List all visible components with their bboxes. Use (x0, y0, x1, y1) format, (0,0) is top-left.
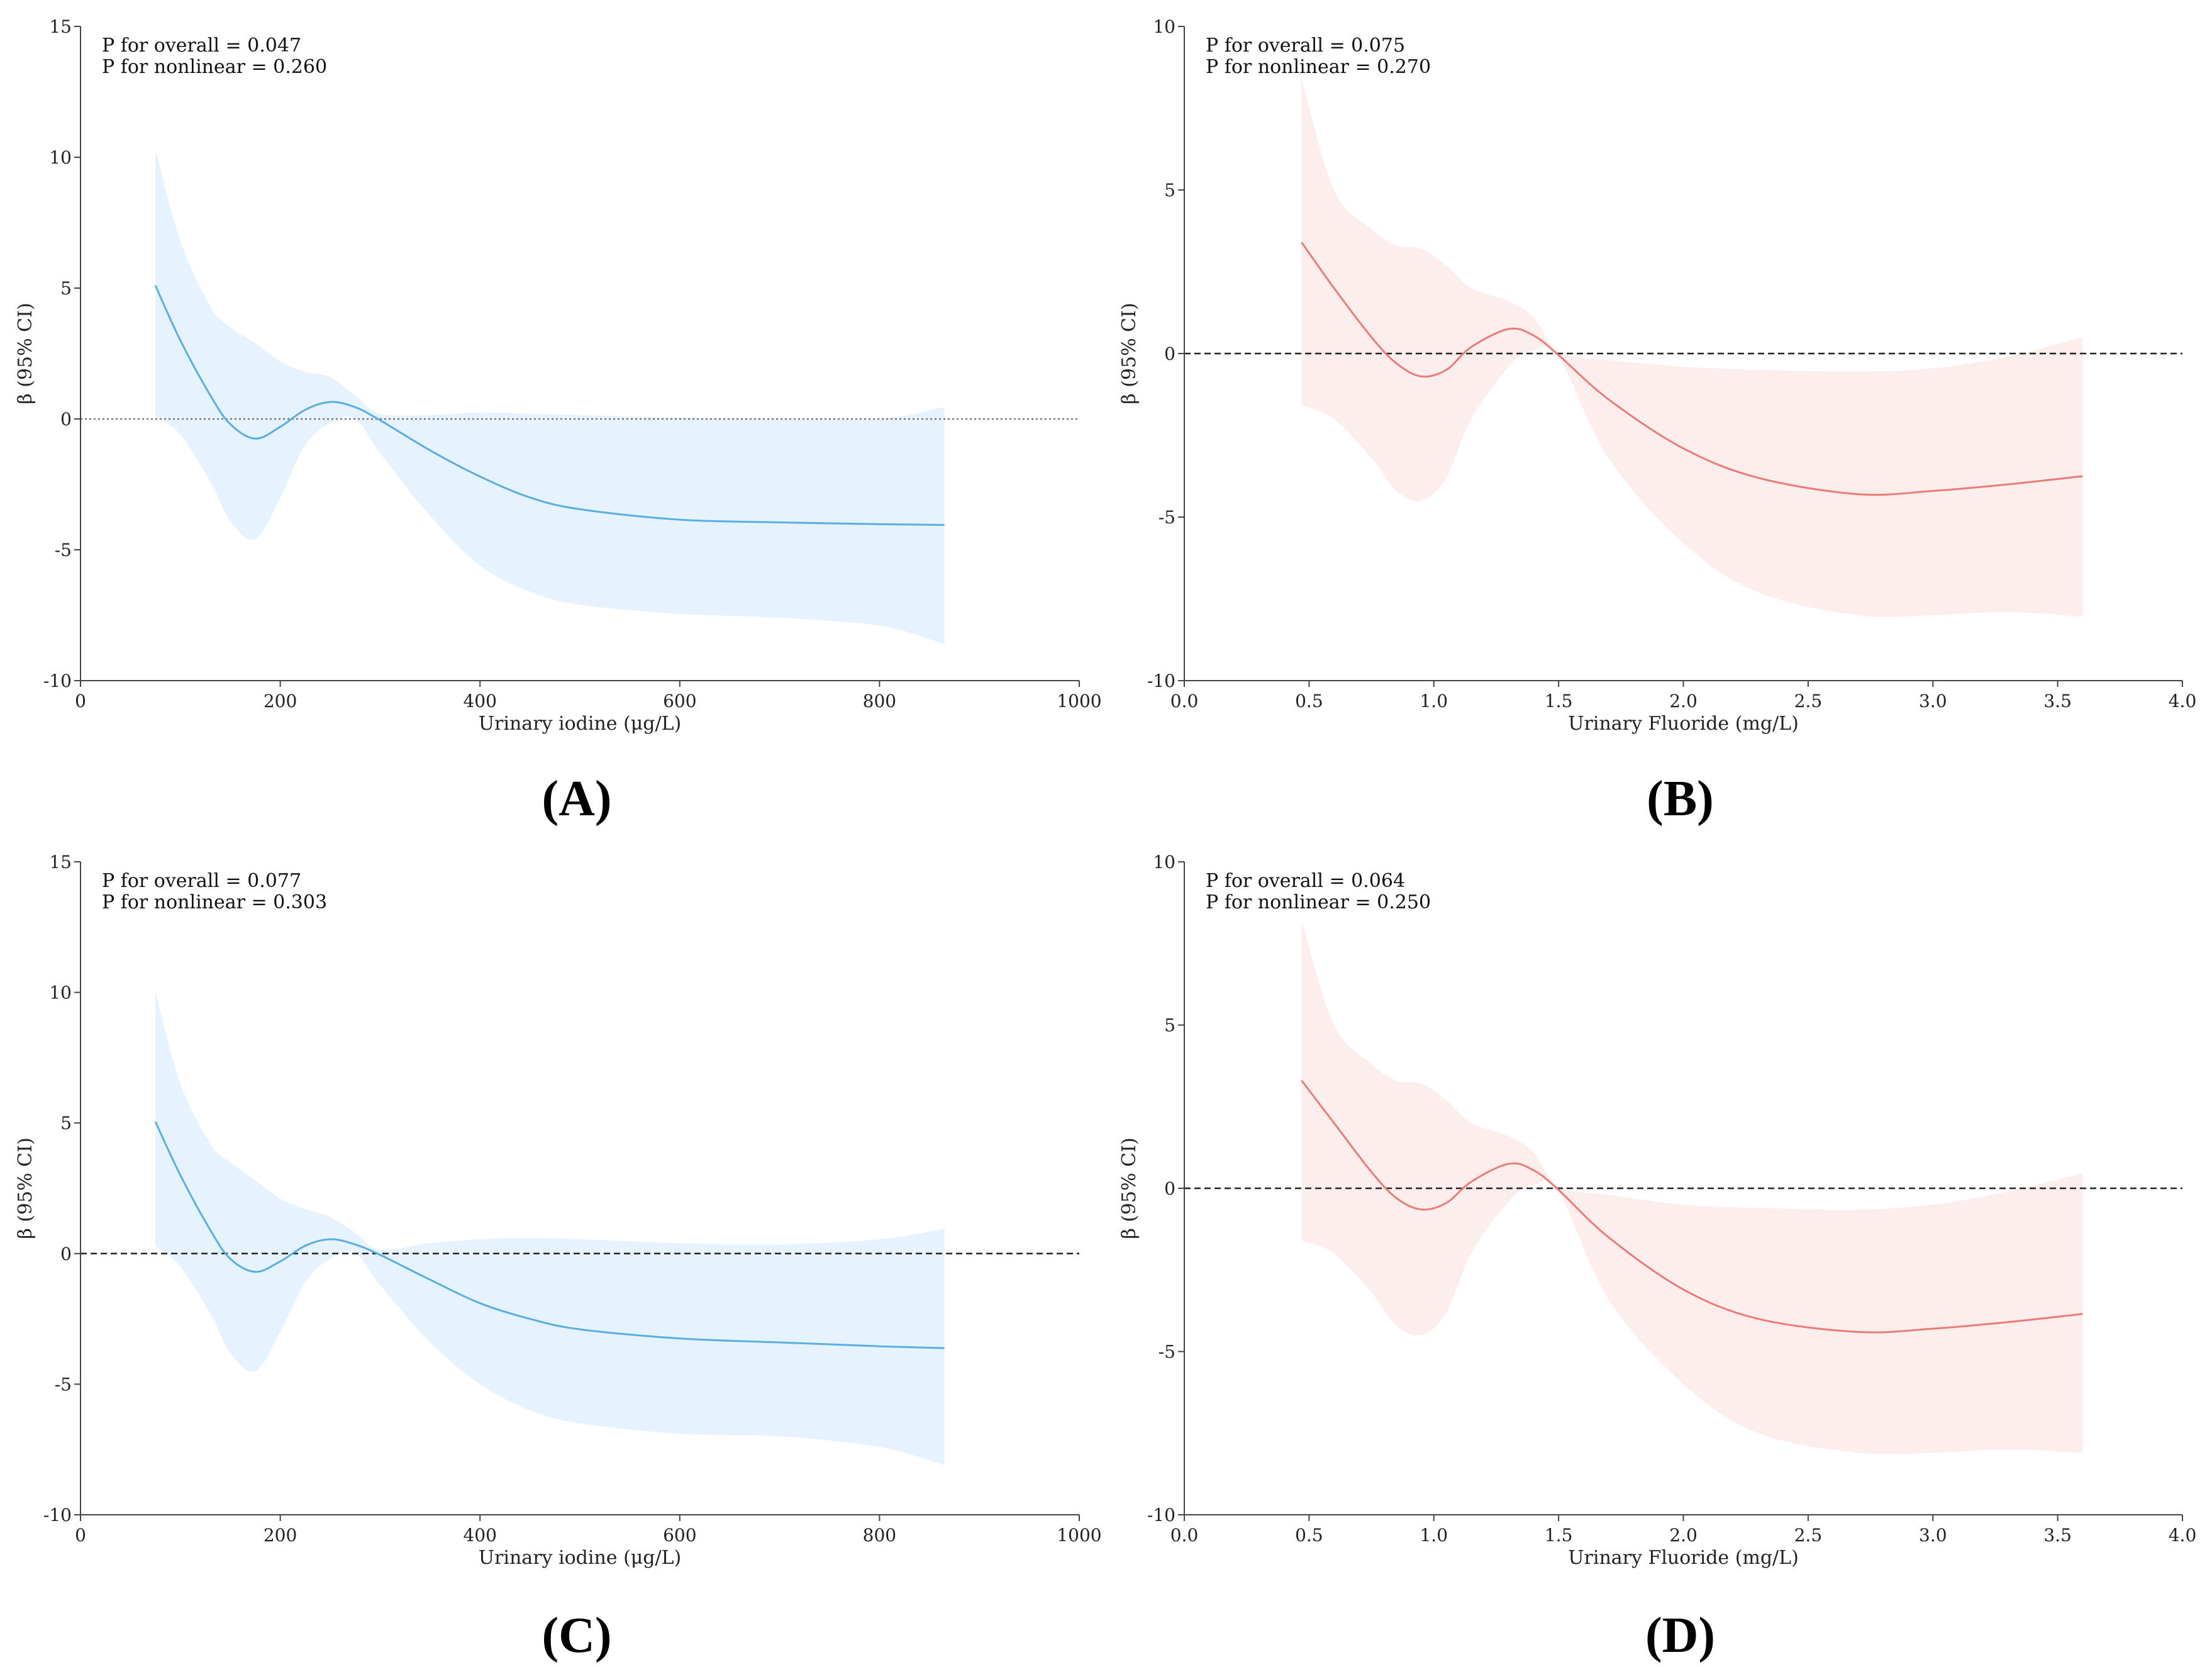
p-value-annotation: P for overall = 0.064 (1206, 870, 1405, 892)
y-tick-label: 10 (1153, 16, 1175, 37)
p-value-annotation: P for overall = 0.077 (102, 870, 301, 892)
x-tick-label: 400 (463, 1525, 496, 1546)
y-tick-label: -10 (43, 1505, 72, 1525)
y-axis-label: β (95% CI) (1118, 1137, 1140, 1239)
y-tick-label: 5 (60, 1113, 72, 1134)
p-value-annotation: P for nonlinear = 0.260 (102, 56, 327, 78)
x-tick-label: 0.0 (1170, 1525, 1199, 1546)
y-tick-label: -5 (1159, 507, 1175, 528)
confidence-band (1301, 79, 2083, 617)
p-value-annotation: P for nonlinear = 0.270 (1206, 56, 1431, 78)
x-axis-label: Urinary iodine (μg/L) (479, 1547, 681, 1569)
x-axis-label: Urinary Fluoride (mg/L) (1568, 1547, 1799, 1569)
estimate-line (154, 285, 945, 526)
x-tick-label: 3.0 (1919, 1525, 1947, 1546)
x-tick-label: 1000 (1057, 1525, 1101, 1546)
x-tick-label: 1000 (1057, 691, 1101, 711)
p-value-annotation: P for overall = 0.075 (1206, 35, 1405, 57)
y-tick-label: -5 (55, 1374, 72, 1395)
x-axis-label: Urinary Fluoride (mg/L) (1568, 713, 1799, 735)
y-tick-label: 15 (49, 16, 72, 37)
y-tick-label: 0 (1164, 343, 1175, 364)
chart-panel-c: -10 -5 0 5 10 15 0 200 400 600 800 1000 Urinary iodi… (14, 852, 1102, 1663)
x-tick-label: 3.5 (2043, 1525, 2072, 1546)
y-tick-label: -10 (1147, 1505, 1175, 1525)
y-tick-label: 10 (1153, 852, 1175, 873)
y-tick-label: -5 (1159, 1342, 1175, 1363)
chart-panel-d: -10 -5 0 5 10 0.0 0.5 1.0 1.5 2.0 2.5 3.0 3.5 4.0 Urin… (1118, 852, 2196, 1663)
y-axis-label: β (95% CI) (14, 303, 36, 404)
x-tick-label: 0 (75, 1525, 86, 1546)
y-axis-label: β (95% CI) (14, 1137, 36, 1239)
x-tick-label: 3.0 (1919, 691, 1947, 711)
x-tick-label: 0 (75, 691, 86, 711)
confidence-band (155, 992, 945, 1466)
x-tick-label: 2.0 (1669, 1525, 1698, 1546)
p-value-annotation: P for overall = 0.047 (102, 35, 301, 57)
y-tick-label: -10 (1147, 671, 1175, 691)
y-tick-label: 5 (1164, 180, 1175, 201)
estimate-line (1301, 242, 2083, 496)
y-tick-label: 10 (49, 983, 72, 1003)
confidence-band (1301, 920, 2083, 1454)
p-value-annotation: P for nonlinear = 0.303 (102, 891, 327, 913)
y-tick-label: -5 (55, 540, 72, 560)
estimate-line (1301, 1079, 2083, 1334)
x-tick-label: 600 (663, 691, 696, 711)
p-value-annotation: P for nonlinear = 0.250 (1206, 891, 1431, 913)
confidence-band (155, 149, 945, 644)
x-tick-label: 200 (264, 691, 297, 711)
x-tick-label: 1.5 (1545, 691, 1573, 711)
chart-panel-b: -10 -5 0 5 10 0.0 0.5 1.0 1.5 2.0 2.5 3.0 3.5 4.0 Urin… (1118, 16, 2196, 827)
x-tick-label: 4.0 (2169, 1525, 2197, 1546)
x-tick-label: 3.5 (2043, 691, 2072, 711)
y-tick-label: 0 (1164, 1178, 1175, 1199)
y-tick-label: 10 (49, 147, 72, 168)
x-tick-label: 600 (663, 1525, 696, 1546)
x-tick-label: 0.5 (1295, 691, 1323, 711)
estimate-line (154, 1121, 945, 1349)
panel-label: (B) (1647, 771, 1714, 827)
y-axis-label: β (95% CI) (1118, 303, 1140, 404)
x-axis-label: Urinary iodine (μg/L) (479, 713, 681, 735)
y-tick-label: 15 (49, 852, 72, 873)
panel-label: (D) (1645, 1608, 1715, 1663)
x-tick-label: 2.5 (1794, 691, 1823, 711)
y-tick-label: 0 (60, 409, 72, 430)
panel-label: (C) (542, 1608, 611, 1663)
x-tick-label: 800 (863, 691, 896, 711)
y-tick-label: 5 (60, 278, 72, 299)
x-tick-label: 400 (463, 691, 496, 711)
chart-panel-a: -10 -5 0 5 10 15 0 200 400 600 800 1000 Urinary iodi… (14, 16, 1102, 827)
x-tick-label: 1.0 (1420, 691, 1448, 711)
x-tick-label: 2.0 (1669, 691, 1698, 711)
x-tick-label: 0.0 (1170, 691, 1199, 711)
y-tick-label: 0 (60, 1244, 72, 1264)
x-tick-label: 800 (863, 1525, 896, 1546)
x-tick-label: 200 (264, 1525, 297, 1546)
x-tick-label: 0.5 (1295, 1525, 1323, 1546)
panel-label: (A) (542, 771, 611, 827)
y-tick-label: 5 (1164, 1015, 1175, 1036)
x-tick-label: 1.0 (1420, 1525, 1448, 1546)
y-tick-label: -10 (43, 671, 72, 691)
x-tick-label: 1.5 (1545, 1525, 1573, 1546)
x-tick-label: 2.5 (1794, 1525, 1823, 1546)
x-tick-label: 4.0 (2169, 691, 2197, 711)
